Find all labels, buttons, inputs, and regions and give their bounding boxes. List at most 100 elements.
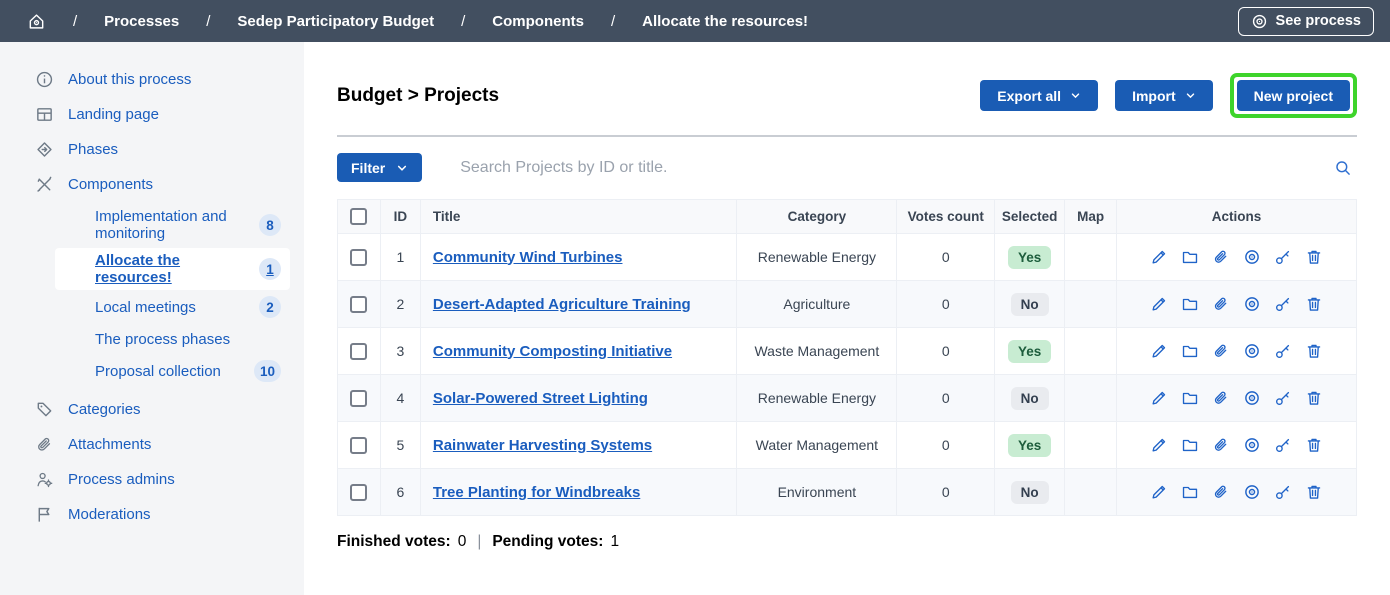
row-checkbox[interactable] (350, 389, 368, 407)
home-icon[interactable] (27, 12, 46, 31)
sidebar-item-components[interactable]: Components (0, 167, 304, 202)
folder-icon[interactable] (1181, 389, 1199, 407)
row-checkbox[interactable] (350, 342, 368, 360)
project-title-link[interactable]: Tree Planting for Windbreaks (432, 483, 641, 501)
delete-trash-icon[interactable] (1305, 389, 1323, 407)
folder-icon[interactable] (1181, 436, 1199, 454)
finished-votes-label: Finished votes: (337, 533, 451, 550)
project-title-link[interactable]: Rainwater Harvesting Systems (432, 436, 653, 454)
table-row: 2 Desert-Adapted Agriculture Training Ag… (337, 280, 1357, 328)
breadcrumb-separator: / (73, 12, 78, 30)
sidebar-item-landing-page[interactable]: Landing page (0, 97, 304, 132)
sidebar-item-label: Components (68, 176, 154, 193)
import-button[interactable]: Import (1115, 80, 1213, 111)
delete-trash-icon[interactable] (1305, 483, 1323, 501)
edit-pencil-icon[interactable] (1150, 483, 1168, 501)
edit-pencil-icon[interactable] (1150, 295, 1168, 313)
row-checkbox[interactable] (350, 248, 368, 266)
preview-eye-icon[interactable] (1243, 436, 1261, 454)
row-actions (1117, 389, 1356, 407)
selected-badge: No (1010, 386, 1049, 410)
sidebar-item-moderations[interactable]: Moderations (0, 497, 304, 532)
preview-eye-icon[interactable] (1243, 248, 1261, 266)
project-id: 5 (379, 421, 421, 469)
delete-trash-icon[interactable] (1305, 436, 1323, 454)
edit-pencil-icon[interactable] (1150, 436, 1168, 454)
folder-icon[interactable] (1181, 295, 1199, 313)
paperclip-icon[interactable] (1212, 389, 1230, 407)
map-cell (1064, 233, 1118, 281)
paperclip-icon[interactable] (1212, 483, 1230, 501)
sidebar-subitem-local-meetings[interactable]: Local meetings 2 (55, 292, 290, 322)
row-actions (1117, 295, 1356, 313)
project-title-link[interactable]: Community Wind Turbines (432, 248, 623, 266)
delete-trash-icon[interactable] (1305, 342, 1323, 360)
permissions-key-icon[interactable] (1274, 483, 1292, 501)
permissions-key-icon[interactable] (1274, 248, 1292, 266)
project-title-link[interactable]: Desert-Adapted Agriculture Training (432, 295, 691, 313)
edit-pencil-icon[interactable] (1150, 389, 1168, 407)
breadcrumb-current-component[interactable]: Allocate the resources! (642, 12, 809, 30)
sidebar-subitem-process-phases[interactable]: The process phases (55, 324, 290, 354)
preview-eye-icon[interactable] (1243, 342, 1261, 360)
delete-trash-icon[interactable] (1305, 295, 1323, 313)
paperclip-icon[interactable] (1212, 436, 1230, 454)
selected-badge: Yes (1008, 433, 1052, 457)
row-actions (1117, 436, 1356, 454)
paperclip-icon[interactable] (1212, 248, 1230, 266)
selected-badge: No (1010, 292, 1049, 316)
row-checkbox[interactable] (350, 295, 368, 313)
paperclip-icon[interactable] (1212, 342, 1230, 360)
breadcrumb-processes[interactable]: Processes (104, 12, 180, 30)
select-all-checkbox[interactable] (350, 208, 368, 225)
filter-button[interactable]: Filter (337, 153, 423, 182)
export-all-button[interactable]: Export all (980, 80, 1099, 111)
breadcrumb-separator: / (610, 12, 616, 30)
sidebar-subitem-proposal-collection[interactable]: Proposal collection 10 (55, 356, 290, 386)
preview-eye-icon[interactable] (1243, 483, 1261, 501)
project-votes-count: 0 (896, 327, 996, 375)
project-title-link[interactable]: Community Composting Initiative (432, 342, 673, 360)
flag-icon (35, 505, 54, 524)
project-id: 4 (379, 374, 421, 422)
breadcrumb-components[interactable]: Components (492, 12, 584, 30)
permissions-key-icon[interactable] (1274, 295, 1292, 313)
sidebar-item-process-admins[interactable]: Process admins (0, 462, 304, 497)
edit-pencil-icon[interactable] (1150, 248, 1168, 266)
breadcrumb-process-name[interactable]: Sedep Participatory Budget (237, 12, 435, 30)
delete-trash-icon[interactable] (1305, 248, 1323, 266)
permissions-key-icon[interactable] (1274, 389, 1292, 407)
row-checkbox[interactable] (350, 436, 368, 454)
search-icon[interactable] (1334, 159, 1352, 177)
project-votes-count: 0 (896, 468, 996, 516)
header-id: ID (379, 199, 421, 234)
sidebar-subitem-allocate-resources[interactable]: Allocate the resources! 1 (55, 248, 290, 290)
folder-icon[interactable] (1181, 342, 1199, 360)
project-title-link[interactable]: Solar-Powered Street Lighting (432, 389, 648, 407)
sidebar-item-label: Attachments (68, 436, 152, 453)
selected-badge: Yes (1008, 245, 1052, 269)
new-project-button[interactable]: New project (1236, 80, 1350, 111)
count-badge: 1 (259, 258, 281, 280)
sidebar-item-categories[interactable]: Categories (0, 392, 304, 427)
sidebar-item-phases[interactable]: Phases (0, 132, 304, 167)
sidebar-item-about[interactable]: About this process (0, 62, 304, 97)
permissions-key-icon[interactable] (1274, 342, 1292, 360)
project-category: Waste Management (736, 327, 898, 375)
preview-eye-icon[interactable] (1243, 389, 1261, 407)
selected-badge: Yes (1008, 339, 1052, 363)
paperclip-icon[interactable] (1212, 295, 1230, 313)
edit-pencil-icon[interactable] (1150, 342, 1168, 360)
folder-icon[interactable] (1181, 483, 1199, 501)
project-category: Renewable Energy (736, 233, 898, 281)
permissions-key-icon[interactable] (1274, 436, 1292, 454)
sidebar-subitem-implementation[interactable]: Implementation and monitoring 8 (55, 204, 290, 246)
preview-eye-icon[interactable] (1243, 295, 1261, 313)
header-map: Map (1064, 199, 1118, 234)
see-process-button[interactable]: See process (1237, 6, 1374, 36)
folder-icon[interactable] (1181, 248, 1199, 266)
row-checkbox[interactable] (350, 483, 368, 501)
project-id: 2 (379, 280, 421, 328)
search-input[interactable] (460, 158, 1334, 177)
sidebar-item-attachments[interactable]: Attachments (0, 427, 304, 462)
